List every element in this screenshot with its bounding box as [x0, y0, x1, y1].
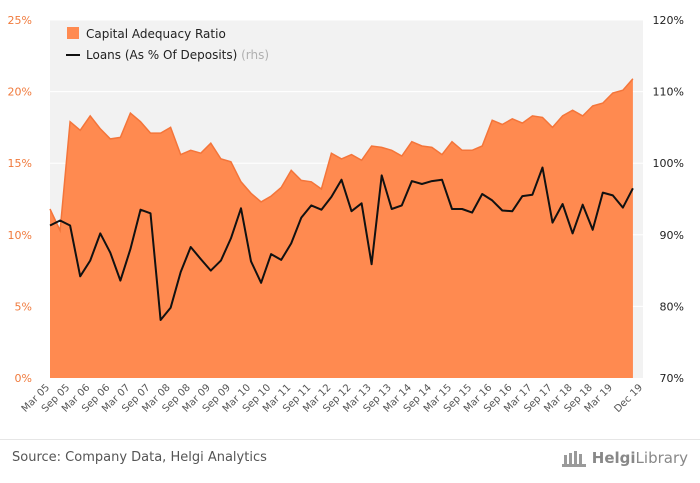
building-icon [561, 451, 586, 467]
y-left-tick-label: 15% [8, 157, 32, 170]
y-left-tick-label: 5% [15, 300, 32, 313]
chart-area: 0% 5% 10% 15% 20% 25% 70% 80% 90% 100% 110% 120% Mar… [8, 14, 684, 415]
capital-adequacy-area [50, 78, 633, 378]
legend-rhs-note: (rhs) [241, 48, 269, 62]
legend-label-loans: Loans (As % Of Deposits) (rhs) [86, 48, 269, 62]
y-right-tick-label: 90% [660, 229, 684, 242]
capital-adequacy-line [49, 78, 634, 234]
y-left-tick-label: 25% [8, 14, 32, 27]
source-note: Source: Company Data, Helgi Analytics [12, 450, 267, 465]
logo-text: Library [635, 449, 688, 467]
y-left-tick-label: 20% [8, 86, 32, 99]
y-right-tick-label: 70% [660, 372, 684, 385]
helgi-library-logo[interactable]: HelgiLibrary [561, 448, 688, 468]
footer-divider [0, 439, 700, 440]
y-right-tick-label: 100% [653, 157, 684, 170]
x-tick-label: Dec 19 [612, 382, 645, 415]
y-left-tick-label: 0% [15, 372, 32, 385]
y-right-tick-label: 110% [653, 86, 684, 99]
y-left-tick-label: 10% [8, 229, 32, 242]
loans-to-deposits-line [49, 166, 634, 321]
y-right-tick-label: 120% [653, 14, 684, 27]
chart-svg: 0%5%10%15%20%25%70%80%90%100%110%120%Mar… [8, 14, 684, 415]
y-right-tick-label: 80% [660, 300, 684, 313]
logo-text-bold: Helgi [591, 449, 636, 467]
legend-label-capital-adequacy: Capital Adequacy Ratio [86, 27, 226, 41]
legend-swatch-capital-adequacy [67, 27, 79, 39]
